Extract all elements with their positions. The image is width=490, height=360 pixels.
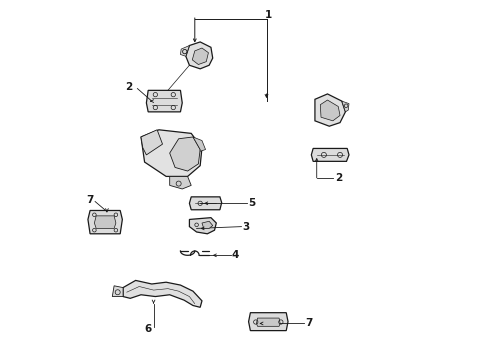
Polygon shape: [342, 101, 349, 112]
Text: 2: 2: [335, 173, 342, 183]
Text: 2: 2: [125, 82, 132, 93]
Polygon shape: [123, 280, 202, 307]
Polygon shape: [112, 286, 123, 297]
Polygon shape: [190, 197, 221, 210]
Text: 5: 5: [248, 198, 255, 208]
Polygon shape: [192, 48, 208, 64]
Polygon shape: [256, 318, 280, 326]
Polygon shape: [190, 218, 216, 234]
Polygon shape: [202, 221, 213, 228]
Text: 3: 3: [243, 222, 250, 231]
Polygon shape: [315, 94, 345, 126]
Text: 1: 1: [265, 10, 272, 20]
Polygon shape: [88, 211, 122, 234]
Text: 7: 7: [86, 195, 94, 206]
Polygon shape: [186, 42, 213, 69]
Polygon shape: [170, 176, 191, 189]
Polygon shape: [248, 313, 288, 330]
Polygon shape: [180, 45, 190, 56]
Polygon shape: [95, 216, 116, 228]
Polygon shape: [141, 130, 202, 176]
Polygon shape: [170, 137, 200, 171]
Polygon shape: [193, 137, 205, 151]
Text: 7: 7: [305, 319, 313, 328]
Text: 4: 4: [232, 250, 239, 260]
Polygon shape: [141, 130, 163, 155]
Polygon shape: [311, 148, 349, 161]
Polygon shape: [320, 100, 340, 121]
Text: 6: 6: [145, 324, 152, 334]
Polygon shape: [147, 90, 182, 112]
